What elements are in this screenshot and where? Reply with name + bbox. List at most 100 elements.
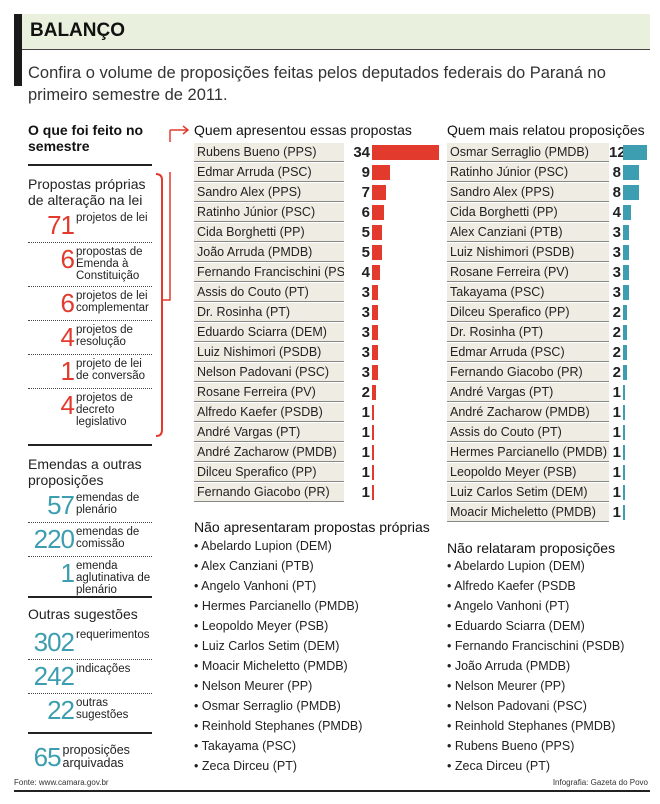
row-value: 1 [361,443,370,461]
row-value: 8 [612,163,621,181]
stat-label: emendas de plenário [76,492,140,516]
list-item-text: Moacir Micheletto (PMDB) [201,659,348,673]
list-item: • Luiz Carlos Setim (DEM) [194,639,339,653]
list-item: • Leopoldo Meyer (PSB) [194,619,328,633]
bar [623,224,629,240]
bar [623,304,627,320]
list-item: • Abelardo Lupion (DEM) [447,559,585,573]
bar [623,364,627,380]
row-label: Dr. Rosinha (PT) [447,322,609,342]
list-item-text: Rubens Bueno (PPS) [454,739,575,753]
bullet-icon: • [194,539,202,553]
row-value: 3 [612,283,621,301]
row-label: Dilceu Sperafico (PP) [194,462,344,482]
stat-number: 71 [47,210,75,240]
row-label: Sandro Alex (PPS) [447,182,609,202]
stat-item: 1 emenda aglutinativa de plenário [28,556,152,600]
bullet-icon: • [447,679,455,693]
stat-label: outras sugestões [76,697,129,721]
chart1-title: Quem apresentou essas propostas [194,122,412,138]
stat-number: 242 [33,661,75,691]
bar [372,404,374,420]
row-label: Rosane Ferreira (PV) [194,382,344,402]
row-value: 3 [361,303,370,321]
list-item-text: Abelardo Lupion (DEM) [201,539,332,553]
stat-item: 22 outras sugestões [28,693,152,727]
bar [372,424,374,440]
stat-label: emendas de comissão [76,526,140,550]
row-value: 5 [361,223,370,241]
bullet-icon: • [194,619,202,633]
bullet-icon: • [194,759,202,773]
stat-label: emenda aglutinativa de plenário [76,560,151,596]
chart-row: André Vargas (PT) 1 [194,422,374,442]
stat-number: 1 [60,558,75,588]
row-label: Luiz Carlos Setim (DEM) [447,482,609,502]
chart-row: Alex Canziani (PTB) 3 [447,222,629,242]
row-value: 1 [612,503,621,521]
bar [372,144,439,160]
list-item-text: Alex Canziani (PTB) [201,559,314,573]
chart-row: Dilceu Sperafico (PP) 2 [447,302,627,322]
list-item: • Takayama (PSC) [194,739,296,753]
bullet-icon: • [194,719,202,733]
chart-row: Fernando Giacobo (PR) 1 [194,482,374,502]
chart-row: Edmar Arruda (PSC) 9 [194,162,390,182]
list-item: • Zeca Dirceu (PT) [194,759,297,773]
list-item: • Reinhold Stephanes (PMDB) [194,719,362,733]
stat-number: 6 [60,288,75,318]
stat-item: 242 indicações [28,659,152,693]
row-label: Dr. Rosinha (PT) [194,302,344,322]
row-label: Nelson Padovani (PSC) [194,362,344,382]
stat-number: 6 [60,244,75,274]
list-item-text: Eduardo Sciarra (DEM) [454,619,585,633]
list-item-text: Nelson Padovani (PSC) [454,699,587,713]
row-value: 2 [361,383,370,401]
list-item: • Angelo Vanhoni (PT) [194,579,316,593]
list-item-text: João Arruda (PMDB) [454,659,571,673]
row-value: 1 [361,423,370,441]
list-item-text: Angelo Vanhoni (PT) [454,599,570,613]
row-label: Fernando Giacobo (PR) [194,482,344,502]
nao-relataram-title: Não relataram proposições [447,540,616,556]
chart-row: André Zacharow (PMDB) 1 [447,402,625,422]
row-value: 3 [361,363,370,381]
row-value: 1 [361,483,370,501]
bar [372,244,382,260]
divider [28,444,152,446]
stat-item: 4 projetos de decreto legislativo [28,388,152,432]
list-item-text: Zeca Dirceu (PT) [201,759,298,773]
nao-apresentaram-title: Não apresentaram propostas próprias [194,519,430,535]
row-value: 3 [612,243,621,261]
list-item-text: Nelson Meurer (PP) [201,679,313,693]
row-value: 3 [361,343,370,361]
row-value: 1 [612,483,621,501]
bar [372,464,374,480]
chart-row: Rosane Ferreira (PV) 2 [194,382,376,402]
row-label: Osmar Serraglio (PMDB) [447,142,609,162]
chart-row: Nelson Padovani (PSC) 3 [194,362,378,382]
row-label: Eduardo Sciarra (DEM) [194,322,344,342]
bottom-rule [14,790,650,792]
row-label: Assis do Couto (PT) [194,282,344,302]
bar [623,244,629,260]
list-item-text: Reinhold Stephanes (PMDB) [201,719,363,733]
row-label: Alex Canziani (PTB) [447,222,609,242]
row-label: André Vargas (PT) [194,422,344,442]
stat-number: 302 [33,627,75,657]
source-note: Fonte: www.camara.gov.br [14,778,109,787]
page-subtitle: Confira o volume de proposições feitas p… [28,64,606,104]
list-item-text: Nelson Meurer (PP) [454,679,566,693]
stat-number: 57 [47,490,75,520]
divider [28,164,152,166]
stat-label: propostas de Emenda à Constituição [76,246,143,282]
list-item-text: Reinhold Stephanes (PMDB) [454,719,616,733]
list-item-text: Zeca Dirceu (PT) [454,759,551,773]
row-value: 6 [361,203,370,221]
row-label: Fernando Francischini (PSDB) [194,262,344,282]
stat-item: 302 requerimentos [28,626,152,659]
left-title: O que foi feito no semestre [28,122,144,154]
bar [372,324,378,340]
row-value: 2 [612,303,621,321]
list-item: • Fernando Francischini (PSDB) [447,639,624,653]
